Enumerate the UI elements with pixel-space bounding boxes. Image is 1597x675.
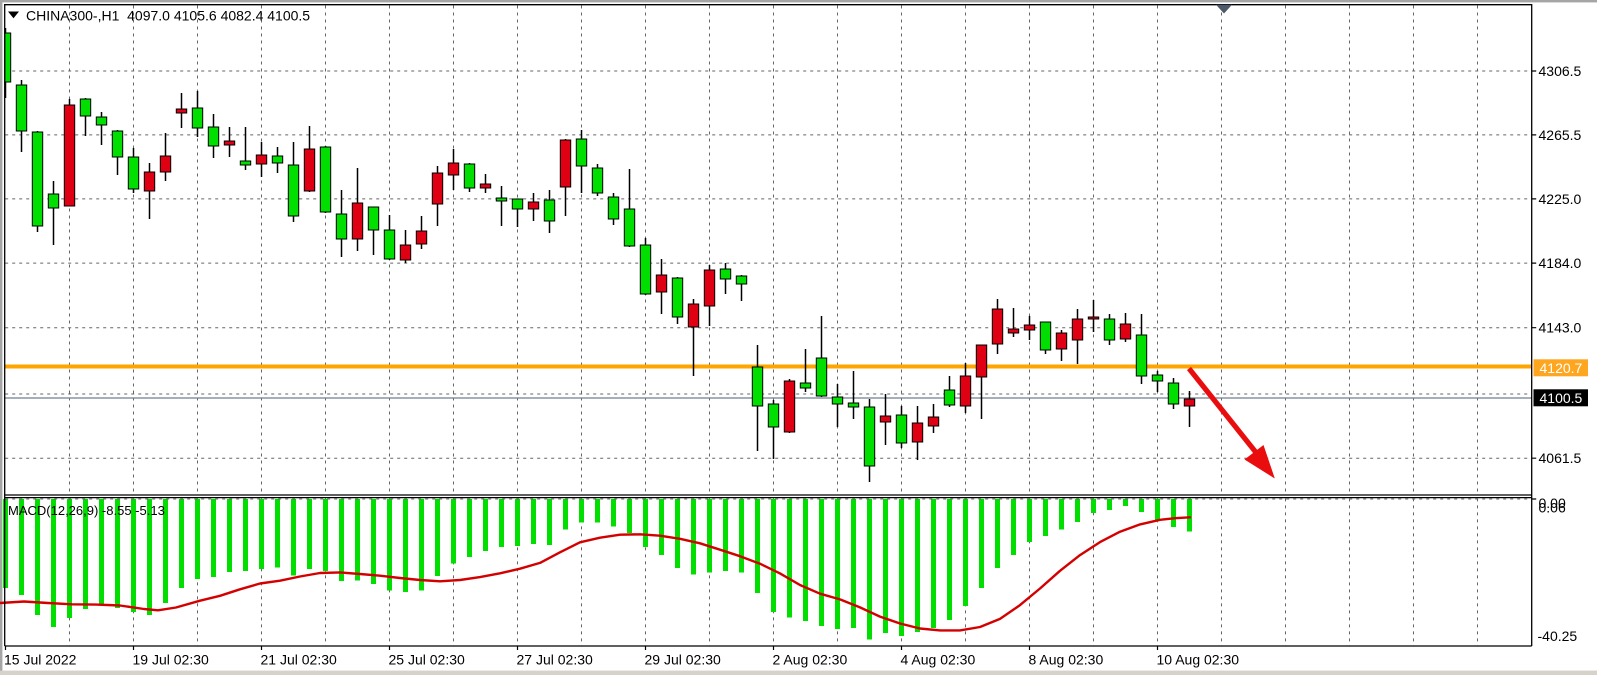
svg-text:27 Jul 02:30: 27 Jul 02:30 [517,652,593,668]
svg-text:4120.7: 4120.7 [1540,360,1583,376]
svg-text:4225.0: 4225.0 [1539,191,1582,207]
svg-text:4143.0: 4143.0 [1539,320,1582,336]
svg-text:25 Jul 02:30: 25 Jul 02:30 [389,652,465,668]
svg-text:10 Aug 02:30: 10 Aug 02:30 [1157,652,1240,668]
svg-text:4061.5: 4061.5 [1539,450,1582,466]
svg-text:21 Jul 02:30: 21 Jul 02:30 [261,652,337,668]
svg-text:0.00: 0.00 [1539,495,1566,511]
svg-text:MACD(12,26,9) -8.55 -5.13: MACD(12,26,9) -8.55 -5.13 [8,503,165,518]
svg-text:29 Jul 02:30: 29 Jul 02:30 [645,652,721,668]
svg-text:-40.25: -40.25 [1538,628,1578,644]
svg-text:4306.5: 4306.5 [1539,63,1582,79]
svg-text:15 Jul 2022: 15 Jul 2022 [4,652,77,668]
svg-text:CHINA300-,H1 4097.0 4105.6 40: CHINA300-,H1 4097.0 4105.6 4082.4 4100.5 [26,8,310,24]
svg-text:4100.5: 4100.5 [1540,390,1583,406]
svg-text:8 Aug 02:30: 8 Aug 02:30 [1029,652,1104,668]
svg-text:2 Aug 02:30: 2 Aug 02:30 [773,652,848,668]
svg-text:4 Aug 02:30: 4 Aug 02:30 [901,652,976,668]
svg-text:19 Jul 02:30: 19 Jul 02:30 [133,652,209,668]
svg-text:4265.5: 4265.5 [1539,127,1582,143]
svg-text:4184.0: 4184.0 [1539,255,1582,271]
svg-text:0.06: 0.06 [1539,500,1566,516]
